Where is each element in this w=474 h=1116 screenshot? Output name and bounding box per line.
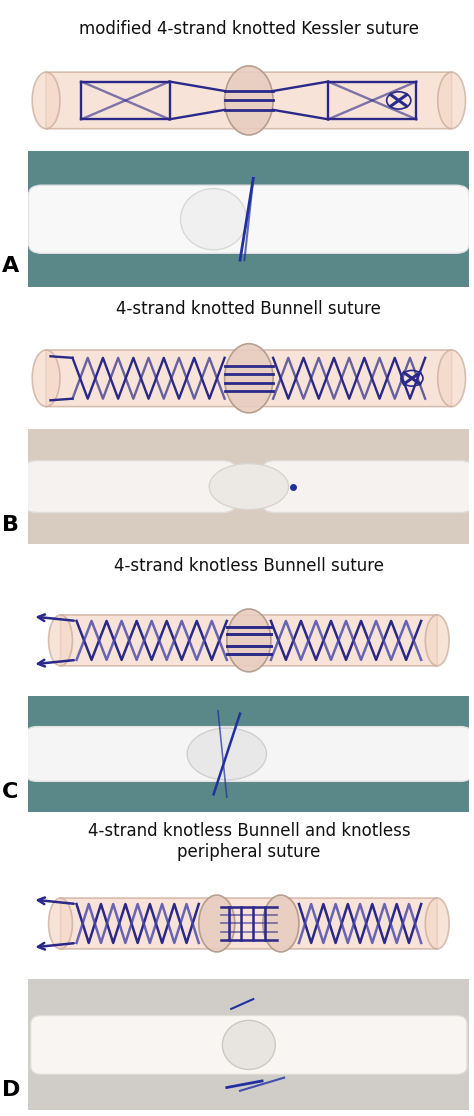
Ellipse shape (225, 66, 273, 135)
FancyBboxPatch shape (46, 350, 452, 406)
Text: B: B (2, 514, 19, 535)
FancyBboxPatch shape (26, 727, 472, 781)
Ellipse shape (48, 615, 73, 666)
Ellipse shape (48, 898, 73, 949)
Ellipse shape (438, 350, 465, 406)
Text: C: C (2, 782, 18, 802)
FancyBboxPatch shape (61, 615, 437, 666)
Ellipse shape (181, 189, 246, 250)
Ellipse shape (225, 344, 273, 413)
Text: 4-strand knotless Bunnell and knotless
peripheral suture: 4-strand knotless Bunnell and knotless p… (88, 822, 410, 860)
Ellipse shape (438, 73, 465, 128)
FancyBboxPatch shape (28, 429, 469, 545)
FancyBboxPatch shape (28, 185, 469, 253)
Text: A: A (2, 257, 19, 277)
FancyBboxPatch shape (262, 461, 474, 512)
FancyBboxPatch shape (28, 151, 469, 287)
Ellipse shape (227, 609, 271, 672)
Ellipse shape (209, 463, 289, 510)
FancyBboxPatch shape (46, 73, 452, 128)
Text: 4-strand knotted Bunnell suture: 4-strand knotted Bunnell suture (117, 300, 381, 318)
Text: D: D (2, 1080, 20, 1100)
FancyBboxPatch shape (28, 980, 469, 1110)
Ellipse shape (32, 350, 60, 406)
Ellipse shape (425, 615, 449, 666)
Ellipse shape (32, 73, 60, 128)
Text: 4-strand knotless Bunnell suture: 4-strand knotless Bunnell suture (114, 557, 384, 575)
FancyBboxPatch shape (24, 461, 236, 512)
FancyBboxPatch shape (31, 1016, 467, 1075)
Text: modified 4-strand knotted Kessler suture: modified 4-strand knotted Kessler suture (79, 20, 419, 38)
Ellipse shape (425, 898, 449, 949)
FancyBboxPatch shape (61, 898, 437, 949)
Ellipse shape (263, 895, 299, 952)
FancyBboxPatch shape (28, 696, 469, 811)
Ellipse shape (199, 895, 235, 952)
Ellipse shape (187, 728, 266, 780)
Ellipse shape (222, 1020, 275, 1069)
